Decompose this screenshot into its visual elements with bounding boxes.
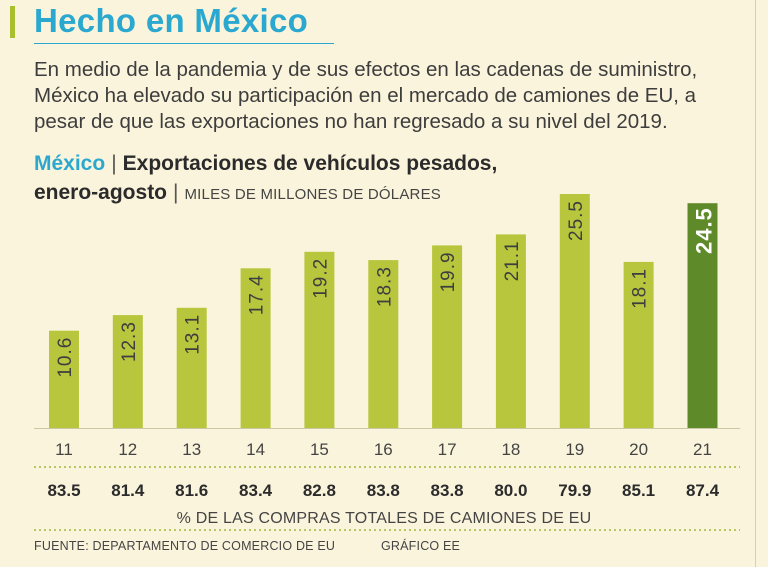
category-label-17: 17 xyxy=(438,440,457,459)
category-label-21: 21 xyxy=(693,440,712,459)
chart-title-separator: | xyxy=(111,152,117,175)
bar-21 xyxy=(687,203,718,428)
value-label-16: 18.3 xyxy=(374,266,395,307)
category-label-13: 13 xyxy=(182,440,201,459)
percent-value-15: 82.8 xyxy=(303,481,336,500)
category-label-11: 11 xyxy=(55,440,73,459)
source-note: FUENTE: DEPARTAMENTO DE COMERCIO DE EU xyxy=(34,539,336,553)
chart-heading: México | Exportaciones de vehículos pesado… xyxy=(34,149,634,209)
category-label-14: 14 xyxy=(246,440,265,459)
title-underline xyxy=(34,43,334,44)
category-label-12: 12 xyxy=(118,440,137,459)
bar-15 xyxy=(304,251,335,428)
bar-12 xyxy=(112,315,143,428)
percent-value-20: 85.1 xyxy=(622,481,655,500)
percent-value-11: 83.5 xyxy=(47,481,80,500)
value-label-21: 24.5 xyxy=(692,207,717,254)
chart-title-line1: Exportaciones de vehículos pesados, xyxy=(122,152,498,175)
value-label-20: 18.1 xyxy=(630,268,651,309)
secondary-row-label: % DE LAS COMPRAS TOTALES DE CAMIONES DE … xyxy=(176,510,592,527)
bar-13 xyxy=(176,307,207,428)
category-label-15: 15 xyxy=(310,440,329,459)
percent-value-16: 83.8 xyxy=(367,481,400,500)
category-label-16: 16 xyxy=(374,440,393,459)
percent-value-12: 81.4 xyxy=(111,481,145,500)
title-accent-bar xyxy=(10,6,15,38)
category-label-19: 19 xyxy=(565,440,584,459)
percent-value-18: 80.0 xyxy=(494,481,527,500)
value-label-18: 21.1 xyxy=(502,240,523,281)
value-label-17: 19.9 xyxy=(438,251,459,292)
bar-14 xyxy=(240,268,271,428)
page-title: Hecho en México xyxy=(34,2,309,39)
percent-value-14: 83.4 xyxy=(239,481,273,500)
chart-unit: MILES DE MILLONES DE DÓLARES xyxy=(184,186,441,203)
percent-value-19: 79.9 xyxy=(558,481,591,500)
right-edge-line xyxy=(755,0,756,567)
percent-value-21: 87.4 xyxy=(686,481,720,500)
percent-value-17: 83.8 xyxy=(431,481,464,500)
graphic-credit: GRÁFICO EE xyxy=(381,539,461,553)
value-label-14: 17.4 xyxy=(247,274,268,315)
bar-20 xyxy=(623,261,654,428)
value-label-15: 19.2 xyxy=(310,258,331,299)
value-label-11: 10.6 xyxy=(55,337,76,378)
bar-16 xyxy=(368,260,399,428)
value-label-12: 12.3 xyxy=(119,321,140,362)
bar-18 xyxy=(495,234,526,428)
chart-unit-separator: | xyxy=(173,181,179,204)
bar-19 xyxy=(559,194,590,428)
chart-title-line2: enero-agosto xyxy=(34,181,168,204)
bar-11 xyxy=(49,330,79,428)
category-label-18: 18 xyxy=(501,440,520,459)
percent-value-13: 81.6 xyxy=(175,481,208,500)
intro-paragraph: En medio de la pandemia y de sus efectos… xyxy=(34,58,698,133)
chart-country: México xyxy=(34,152,106,175)
category-label-20: 20 xyxy=(629,440,648,459)
value-label-19: 25.5 xyxy=(566,200,587,241)
value-label-13: 13.1 xyxy=(183,314,204,355)
bar-17 xyxy=(432,245,463,428)
